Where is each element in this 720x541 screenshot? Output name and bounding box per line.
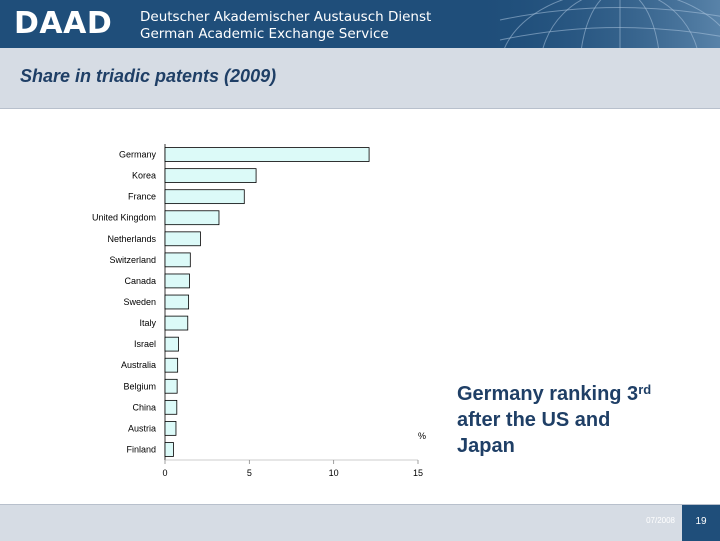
- category-label: Belgium: [123, 381, 156, 391]
- ranking-note-line-2: after the US and: [457, 409, 611, 431]
- bar-chart: Germany Korea France United Kingdom Netherla…: [92, 144, 426, 478]
- ranking-note: Germany ranking 3rd after the US and Jap…: [457, 381, 651, 459]
- category-label: Korea: [132, 171, 156, 181]
- page-number: 19: [695, 516, 707, 527]
- bar-germany: [164, 147, 370, 162]
- category-label: Sweden: [123, 297, 156, 307]
- slide-title: Share in triadic patents (2009): [20, 66, 277, 86]
- page-number-box: 19: [682, 505, 720, 541]
- category-label: Switzerland: [109, 255, 156, 265]
- x-tick-label: 0: [162, 468, 167, 478]
- bar-france: [164, 189, 245, 205]
- bar-china: [164, 399, 178, 415]
- category-label: Israel: [134, 339, 156, 349]
- header-bar: DAAD Deutscher Akademischer Austausch Di…: [0, 0, 720, 48]
- x-tick-label: 10: [329, 468, 339, 478]
- globe-graphic-icon: [470, 0, 720, 48]
- bar-italy: [164, 315, 189, 331]
- category-label: Netherlands: [107, 234, 156, 244]
- category-label: Austria: [128, 423, 156, 433]
- bar-finland: [164, 442, 174, 457]
- ranking-note-line-3: Japan: [457, 435, 515, 457]
- bar-israel: [164, 336, 179, 352]
- bar-canada: [164, 273, 190, 289]
- category-label: Canada: [124, 276, 156, 286]
- x-axis-unit-label: %: [418, 431, 426, 441]
- category-label: Finland: [126, 444, 156, 454]
- bar-austria: [164, 421, 177, 436]
- category-label: China: [132, 402, 156, 412]
- category-label: United Kingdom: [92, 213, 156, 223]
- category-label: Italy: [139, 318, 156, 328]
- category-label: France: [128, 192, 156, 202]
- bar-belgium: [164, 378, 178, 394]
- org-name-german: Deutscher Akademischer Austausch Dienst: [140, 9, 432, 25]
- bar-sweden: [164, 294, 190, 310]
- footer-date: 07/2008: [646, 516, 675, 525]
- bar-australia: [164, 357, 179, 373]
- category-label: Australia: [121, 360, 156, 370]
- title-bar: Share in triadic patents (2009): [0, 48, 720, 109]
- org-name-english: German Academic Exchange Service: [140, 26, 389, 42]
- x-tick-label: 5: [247, 468, 252, 478]
- daad-logo: DAAD: [14, 6, 113, 41]
- ranking-note-superscript: rd: [638, 382, 652, 397]
- ranking-note-main: Germany ranking 3: [457, 383, 639, 405]
- bar-netherlands: [164, 231, 201, 247]
- ranking-note-line-1: Germany ranking 3rd: [457, 381, 651, 407]
- bar-united-kingdom: [164, 210, 220, 226]
- bar-korea: [164, 168, 257, 183]
- category-label: Germany: [119, 150, 157, 160]
- x-tick-label: 15: [413, 468, 423, 478]
- bar-switzerland: [164, 252, 191, 268]
- footer-bar: 07/2008 19: [0, 504, 720, 541]
